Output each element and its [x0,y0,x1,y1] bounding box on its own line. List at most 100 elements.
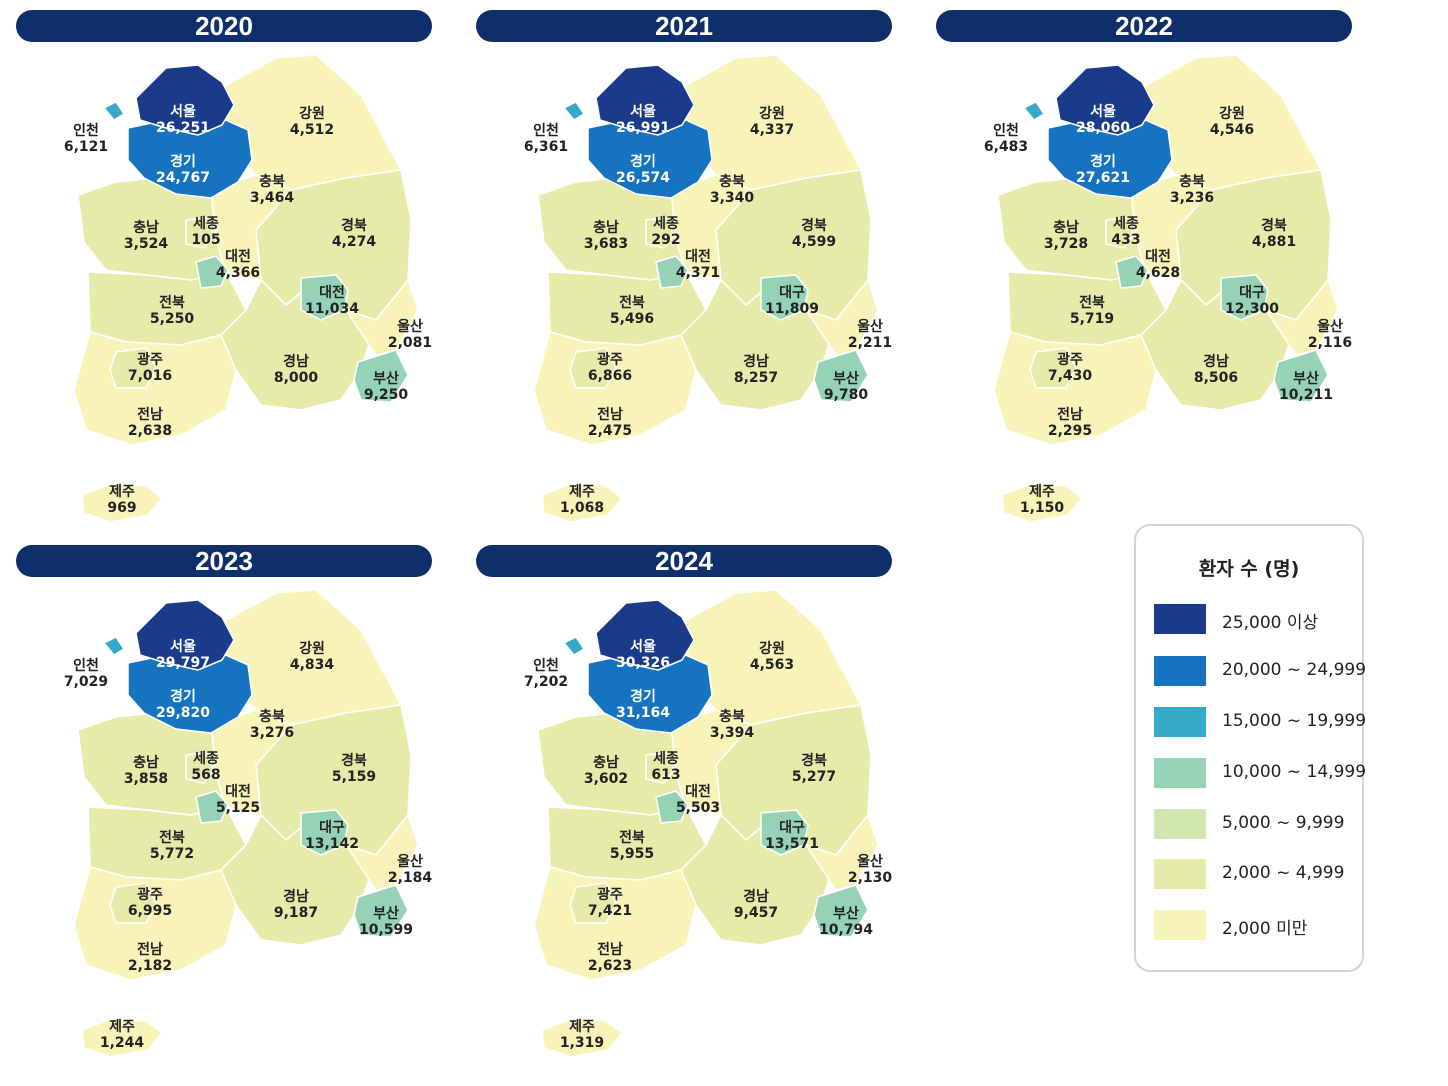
map-panel-2021: 2021 서울 26,991 경기 26,574 인천 6,361 강원 4,337 충북 3,34… [476,10,896,530]
region-value: 6,483 [983,139,1029,155]
region-value: 29,797 [155,655,211,671]
region-value: 5,250 [149,311,195,327]
region-name: 전북 [159,295,185,311]
region-label-jeonbuk: 전북 5,250 [150,295,194,327]
region-name: 세종 [193,751,219,767]
region-label-daegu: 대구 12,300 [1225,285,1279,317]
region-value: 4,628 [1135,265,1181,281]
region-name: 서울 [1090,104,1116,120]
region-value: 7,430 [1047,368,1093,384]
region-gwangju [1029,347,1077,389]
region-gwangju [109,347,157,389]
region-daejeon [655,255,689,289]
region-label-gangwon: 강원 4,834 [290,641,334,673]
region-label-gyeongnam: 경남 8,506 [1194,354,1238,386]
region-value: 4,366 [215,265,261,281]
region-label-jeonnam: 전남 2,638 [128,407,172,439]
region-value: 4,834 [289,657,335,673]
map-panel-2022: 2022 서울 28,060 경기 27,621 인천 6,483 강원 4,546 충북 3,23… [936,10,1356,530]
year-banner: 2024 [476,545,892,577]
region-label-jeonbuk: 전북 5,719 [1070,295,1114,327]
korea-map [533,589,879,1058]
region-name: 전남 [597,942,623,958]
region-name: 제주 [569,1019,595,1035]
region-daejeon [195,790,229,824]
region-name: 대전 [685,249,711,265]
region-value: 3,276 [249,725,295,741]
region-name: 인천 [533,123,559,139]
region-value: 10,599 [358,922,414,938]
year-banner: 2022 [936,10,1352,42]
region-value: 12,300 [1224,301,1280,317]
region-label-chungnam: 충남 3,728 [1044,220,1088,252]
region-label-gyeongnam: 경남 8,000 [274,354,318,386]
region-seoul [135,599,235,671]
region-value: 3,858 [123,771,169,787]
region-name: 전남 [1057,407,1083,423]
region-name: 경북 [801,218,827,234]
region-name: 전북 [1079,295,1105,311]
region-label-jeonnam: 전남 2,475 [588,407,632,439]
region-daegu [300,274,349,321]
region-label-daejeon: 대전 4,628 [1136,249,1180,281]
region-label-gyeongbuk: 경북 4,881 [1252,218,1296,250]
region-label-gangwon: 강원 4,546 [1210,106,1254,138]
region-name: 전남 [137,407,163,423]
region-label-gwangju: 광주 7,430 [1048,352,1092,384]
legend-label: 10,000 ~ 14,999 [1222,762,1367,782]
region-ulsan [805,814,879,891]
region-value: 568 [191,767,221,783]
region-value: 3,236 [1169,190,1215,206]
region-name: 대구 [779,820,805,836]
region-ulsan [805,279,879,356]
region-sejong [645,752,675,784]
region-value: 292 [651,232,681,248]
region-label-gyeongbuk: 경북 4,274 [332,218,376,250]
region-label-chungbuk: 충북 3,464 [250,174,294,206]
region-name: 충남 [593,220,619,236]
legend-swatch [1154,809,1206,839]
region-daegu [760,809,809,856]
region-name: 울산 [397,319,423,335]
region-label-chungnam: 충남 3,683 [584,220,628,252]
region-label-sejong: 세종 613 [651,751,680,783]
region-jeju [541,483,623,523]
region-name: 대전 [1145,249,1171,265]
region-name: 울산 [1317,319,1343,335]
korea-map [73,54,419,523]
region-label-seoul: 서울 29,797 [156,639,210,671]
region-name: 인천 [73,658,99,674]
legend-swatch [1154,656,1206,686]
region-label-busan: 부산 9,780 [824,371,868,403]
region-value: 2,211 [847,335,893,351]
region-label-busan: 부산 10,794 [819,906,873,938]
region-busan [353,884,409,938]
region-label-daejeon: 대전 4,366 [216,249,260,281]
region-sejong [185,217,215,249]
region-name: 경북 [341,753,367,769]
region-value: 3,602 [583,771,629,787]
region-name: 경기 [630,689,656,705]
region-name: 강원 [759,641,785,657]
region-name: 충북 [1179,174,1205,190]
region-daegu [1220,274,1269,321]
region-name: 세종 [653,216,679,232]
region-name: 서울 [630,104,656,120]
region-name: 경남 [283,889,309,905]
region-name: 경기 [170,689,196,705]
region-incheon [103,101,125,121]
region-value: 3,683 [583,236,629,252]
region-busan [813,884,869,938]
region-sejong [185,752,215,784]
region-name: 경남 [743,354,769,370]
region-name: 경북 [1261,218,1287,234]
region-value: 7,029 [63,674,109,690]
region-name: 강원 [1219,106,1245,122]
map-panel-2024: 2024 서울 30,326 경기 31,164 인천 7,202 강원 4,563 충북 3,39… [476,545,896,1065]
region-name: 충북 [259,709,285,725]
region-value: 4,371 [675,265,721,281]
region-gwangju [109,882,157,924]
region-name: 대구 [319,820,345,836]
region-label-daegu: 대구 13,571 [765,820,819,852]
region-name: 세종 [193,216,219,232]
